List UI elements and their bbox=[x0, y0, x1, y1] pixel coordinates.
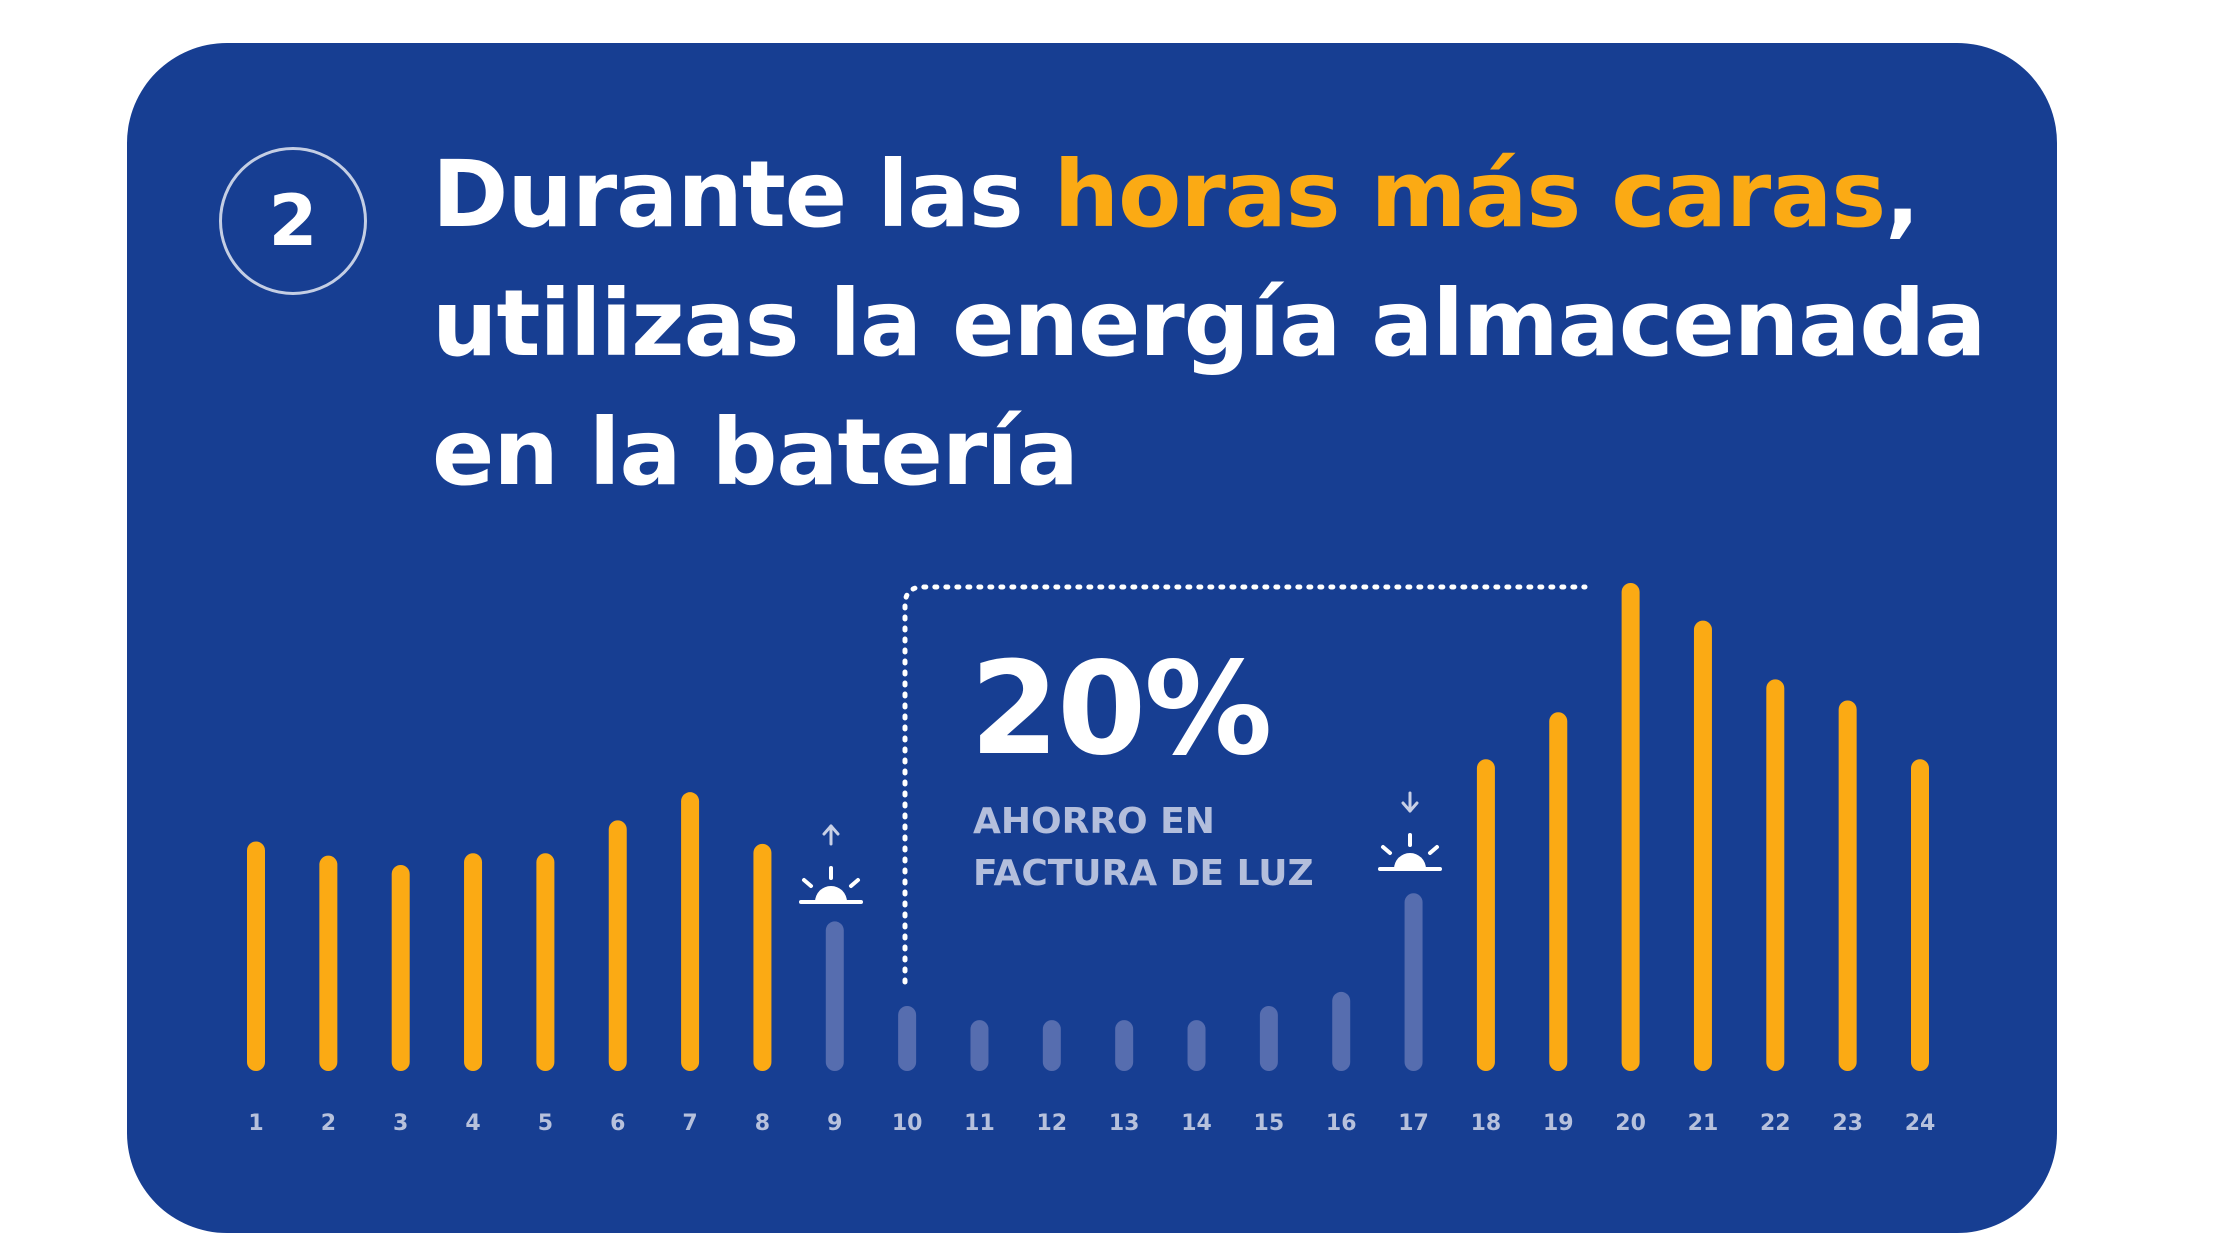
hour-label-6: 6 bbox=[610, 1111, 625, 1136]
hour-label-3: 3 bbox=[393, 1111, 408, 1136]
savings-label-line-2: FACTURA DE LUZ bbox=[973, 853, 1314, 894]
hour-label-22: 22 bbox=[1760, 1111, 1791, 1136]
hour-label-5: 5 bbox=[538, 1111, 553, 1136]
hour-label-4: 4 bbox=[465, 1111, 480, 1136]
hour-label-20: 20 bbox=[1615, 1111, 1646, 1136]
headline-line-1: Durante las horas más caras, bbox=[432, 130, 2012, 259]
savings-label: AHORRO EN FACTURA DE LUZ bbox=[973, 796, 1353, 900]
savings-period-bracket bbox=[902, 584, 1588, 985]
savings-label-line-1: AHORRO EN bbox=[973, 801, 1215, 842]
hour-label-24: 24 bbox=[1905, 1111, 1936, 1136]
bars-group bbox=[247, 583, 1929, 1071]
step-number-badge: 2 bbox=[219, 147, 367, 295]
headline-line-2: utilizas la energía almacenada bbox=[432, 270, 1986, 377]
hour-label-12: 12 bbox=[1037, 1111, 1068, 1136]
headline-highlight: horas más caras bbox=[1053, 141, 1887, 248]
hour-label-15: 15 bbox=[1254, 1111, 1285, 1136]
hour-label-23: 23 bbox=[1832, 1111, 1863, 1136]
headline-line-3: en la batería bbox=[432, 399, 1079, 506]
hour-label-11: 11 bbox=[964, 1111, 995, 1136]
hour-label-18: 18 bbox=[1471, 1111, 1502, 1136]
hour-label-21: 21 bbox=[1688, 1111, 1719, 1136]
headline: Durante las horas más caras, utilizas la… bbox=[432, 130, 2012, 517]
hour-labels-group: 1 2 3 4 5 6 7 8 9 10 11 12 13 14 15 16 17 18 19 20 21 22 23 24 bbox=[248, 1111, 1935, 1136]
sunset-icon bbox=[1378, 791, 1442, 871]
hour-label-19: 19 bbox=[1543, 1111, 1574, 1136]
headline-line-1-end: , bbox=[1885, 141, 1920, 248]
hour-label-14: 14 bbox=[1181, 1111, 1212, 1136]
hour-label-10: 10 bbox=[892, 1111, 923, 1136]
hour-label-1: 1 bbox=[248, 1111, 263, 1136]
sunrise-icon bbox=[799, 824, 863, 904]
hour-label-16: 16 bbox=[1326, 1111, 1357, 1136]
hour-label-17: 17 bbox=[1398, 1111, 1429, 1136]
hour-label-9: 9 bbox=[827, 1111, 842, 1136]
hour-label-2: 2 bbox=[321, 1111, 336, 1136]
headline-line-1-start: Durante las bbox=[432, 141, 1054, 248]
hour-label-13: 13 bbox=[1109, 1111, 1140, 1136]
hour-label-7: 7 bbox=[682, 1111, 697, 1136]
savings-percentage: 20% bbox=[970, 635, 1272, 784]
hour-label-8: 8 bbox=[755, 1111, 770, 1136]
